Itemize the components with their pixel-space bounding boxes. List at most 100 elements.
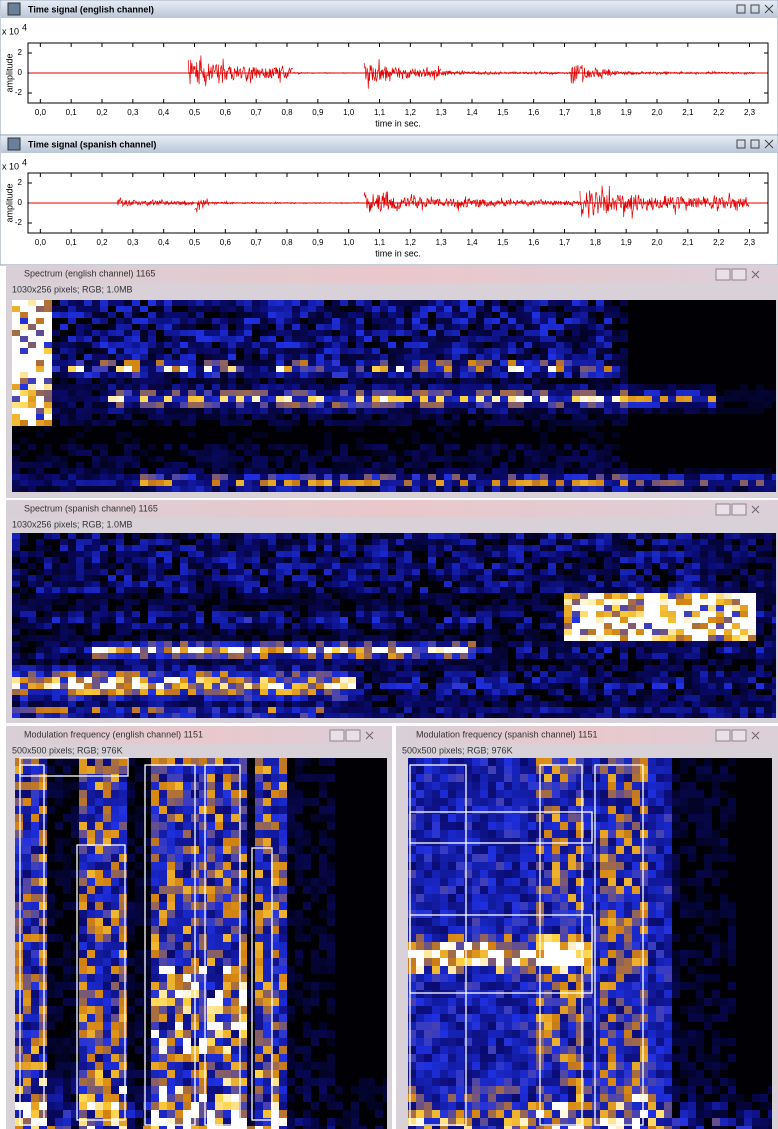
title-bar[interactable] — [396, 726, 778, 744]
pixel — [228, 551, 236, 557]
pixel — [20, 336, 28, 342]
close-button[interactable] — [365, 731, 374, 740]
pixel — [404, 342, 412, 348]
pixel — [308, 623, 316, 629]
pixel — [452, 695, 460, 701]
maximize-button[interactable] — [345, 729, 361, 742]
pixel — [172, 468, 180, 474]
pixel — [532, 683, 540, 689]
pixel — [772, 677, 776, 683]
title-bar[interactable] — [6, 500, 778, 518]
pixel — [540, 653, 548, 659]
minimize-button[interactable] — [715, 268, 731, 281]
pixel — [620, 468, 628, 474]
pixel — [692, 551, 700, 557]
pixel — [620, 551, 628, 557]
pixel — [332, 354, 340, 360]
pixel — [180, 348, 188, 354]
close-button[interactable] — [751, 270, 760, 279]
title-bar[interactable] — [1, 1, 777, 18]
maximize-button[interactable] — [731, 268, 747, 281]
pixel — [556, 671, 564, 677]
pixel — [84, 480, 92, 486]
close-button[interactable] — [764, 139, 774, 149]
pixel — [516, 533, 524, 539]
pixel — [596, 701, 604, 707]
pixel — [287, 790, 295, 798]
pixel — [652, 402, 660, 408]
pixel — [692, 623, 700, 629]
pixel — [260, 462, 268, 468]
pixel — [284, 408, 292, 414]
pixel — [636, 599, 644, 605]
pixel — [580, 587, 588, 593]
title-bar[interactable] — [1, 136, 777, 153]
maximize-button[interactable] — [750, 4, 760, 14]
pixel — [244, 611, 252, 617]
pixel — [340, 372, 348, 378]
pixel — [116, 486, 124, 492]
pixel — [620, 575, 628, 581]
pixel — [396, 599, 404, 605]
pixel — [508, 569, 516, 575]
pixel — [244, 647, 252, 653]
pixel — [252, 486, 260, 492]
pixel — [572, 707, 580, 713]
title-bar[interactable] — [6, 726, 392, 744]
minimize-button[interactable] — [329, 729, 345, 742]
maximize-button[interactable] — [731, 503, 747, 516]
restore-button[interactable] — [736, 139, 746, 149]
pixel — [36, 342, 44, 348]
pixel — [252, 306, 260, 312]
pixel — [524, 569, 532, 575]
pixel — [108, 695, 116, 701]
restore-button[interactable] — [736, 4, 746, 14]
pixel — [724, 587, 732, 593]
pixel — [84, 366, 92, 372]
pixel — [404, 653, 412, 659]
pixel — [12, 659, 20, 665]
pixel — [36, 456, 44, 462]
pixel — [52, 581, 60, 587]
close-button[interactable] — [764, 4, 774, 14]
pixel — [572, 468, 580, 474]
maximize-button[interactable] — [750, 139, 760, 149]
pixel — [108, 480, 116, 486]
close-button[interactable] — [751, 731, 760, 740]
pixel — [12, 683, 20, 689]
pixel — [84, 593, 92, 599]
pixel — [20, 450, 28, 456]
pixel — [212, 456, 220, 462]
pixel — [532, 695, 540, 701]
pixel — [276, 384, 284, 390]
pixel — [644, 569, 652, 575]
pixel — [468, 563, 476, 569]
pixel — [252, 390, 260, 396]
close-button[interactable] — [751, 505, 760, 514]
pixel — [532, 420, 540, 426]
pixel — [604, 605, 612, 611]
pixel — [612, 635, 620, 641]
pixel — [124, 480, 132, 486]
pixel — [212, 300, 220, 306]
pixel — [108, 384, 116, 390]
pixel — [692, 671, 700, 677]
pixel — [548, 581, 556, 587]
pixel — [460, 701, 468, 707]
minimize-button[interactable] — [715, 729, 731, 742]
pixel — [92, 563, 100, 569]
pixel — [140, 659, 148, 665]
pixel — [660, 539, 668, 545]
minimize-button[interactable] — [715, 503, 731, 516]
pixel — [180, 683, 188, 689]
pixel — [132, 378, 140, 384]
pixel — [332, 689, 340, 695]
pixel — [100, 450, 108, 456]
pixel — [764, 533, 772, 539]
pixel — [772, 641, 776, 647]
title-bar[interactable] — [6, 265, 778, 283]
maximize-button[interactable] — [731, 729, 747, 742]
pixel — [204, 336, 212, 342]
pixel — [556, 366, 564, 372]
pixel — [380, 360, 388, 366]
